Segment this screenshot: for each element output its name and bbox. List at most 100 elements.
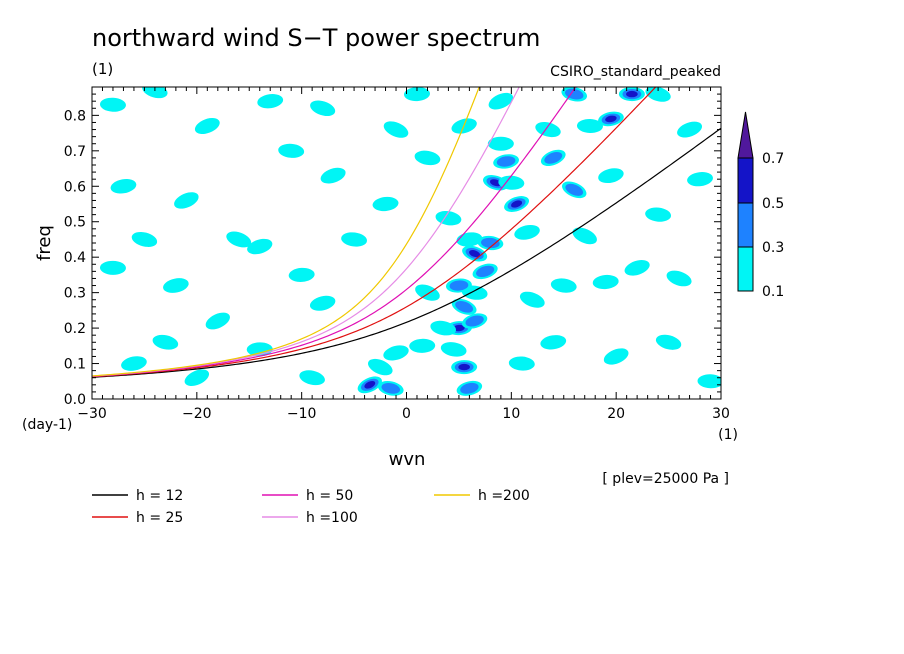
contour-blob (605, 115, 617, 123)
contour-blob (131, 231, 158, 247)
model-name: CSIRO_standard_peaked (550, 64, 721, 80)
contour-blob (496, 156, 516, 167)
contour-blob (576, 118, 603, 134)
y-tick-label: 0.7 (64, 144, 86, 160)
dispersion-curves (92, 87, 721, 378)
x-axis-label: wvn (389, 449, 426, 470)
contour-blob (465, 315, 484, 327)
contour-blob (565, 183, 584, 196)
contour-blob (288, 267, 315, 282)
contour-blob (565, 88, 584, 100)
contour-blob (544, 152, 563, 164)
contour-blob (257, 94, 284, 109)
contour-blob (481, 237, 500, 249)
contour-blob (440, 342, 467, 357)
colorbar-label: 0.5 (762, 196, 784, 212)
contour-blob (320, 167, 346, 184)
y-axis-ticks: 0.0 0.1 0.2 0.3 0.4 0.5 0.6 0.7 0.8 (64, 86, 721, 408)
contour-blob (540, 335, 567, 350)
contour-blob (364, 381, 376, 389)
colorbar-segment (737, 202, 754, 248)
x-tick-label: −30 (77, 406, 107, 422)
contour-blob (368, 358, 393, 376)
colorbar-label: 0.3 (762, 240, 784, 256)
x-tick-label: 0 (402, 406, 411, 422)
contour-blob (514, 224, 540, 240)
y-tick-label: 0.1 (64, 357, 86, 373)
colorbar: 0.1 0.3 0.5 0.7 (737, 111, 784, 300)
contour-blob (456, 232, 483, 247)
contour-blob (403, 87, 430, 102)
contour-blob (174, 192, 199, 209)
x-unit-label: (1) (718, 427, 738, 443)
x-tick-label: 10 (502, 406, 520, 422)
contour-blob (511, 200, 523, 208)
colorbar-label: 0.1 (762, 284, 784, 300)
x-axis-ticks: −30 −20 −10 0 10 20 30 (77, 87, 730, 422)
contour-blob (458, 363, 470, 371)
dispersion-curve (92, 87, 577, 377)
y-tick-label: 0.0 (64, 392, 86, 408)
dispersion-curve (92, 87, 480, 377)
contour-blob (299, 370, 325, 386)
y-axis-label: freq (34, 225, 55, 261)
y-tick-label: 0.3 (64, 286, 86, 302)
level-note: [ plev=25000 Pa ] (602, 471, 729, 487)
contour-blob (687, 172, 713, 187)
contour-blob (697, 374, 721, 389)
contour-blob (677, 121, 702, 138)
contour-blob (519, 291, 545, 308)
contour-blob (194, 117, 220, 135)
dispersion-curve (92, 127, 721, 378)
contour-blob (152, 334, 179, 350)
dispersion-curve (92, 87, 520, 377)
contour-blob (184, 369, 210, 387)
contour-blob (592, 274, 619, 290)
contour-blob (278, 143, 305, 158)
contour-blob (624, 260, 650, 276)
contour-blob (383, 121, 409, 138)
contour-blob (409, 338, 436, 353)
legend-label: h =100 (306, 510, 358, 526)
contour-blob (414, 150, 441, 166)
curve-legend: h = 12 h = 25 h = 50 h =100 h =200 (92, 488, 530, 526)
dispersion-curve (92, 87, 657, 378)
y-tick-label: 0.4 (64, 250, 86, 266)
contour-blob (415, 284, 440, 301)
contour-blob (163, 278, 189, 293)
contour-blob (626, 90, 638, 98)
contour-blob (598, 168, 624, 184)
spectrum-contours (99, 87, 721, 396)
contour-blob (498, 175, 525, 190)
contour-blob (110, 179, 137, 194)
contour-blob (449, 280, 469, 291)
contour-blob (372, 196, 399, 212)
y-tick-label: 0.6 (64, 179, 86, 195)
contour-blob (226, 231, 252, 248)
contour-blob (488, 92, 514, 110)
y-tick-label: 0.8 (64, 108, 86, 124)
colorbar-segment (737, 246, 754, 292)
contour-blob (205, 312, 230, 330)
y-tick-label: 0.5 (64, 215, 86, 231)
legend-label: h = 25 (136, 510, 183, 526)
y-unit-label: (day-1) (22, 417, 72, 433)
contour-blob (99, 260, 126, 275)
x-tick-label: −20 (182, 406, 212, 422)
contour-blob (603, 348, 629, 365)
contour-blob (469, 250, 481, 258)
contour-blob (550, 278, 577, 293)
x-tick-label: −10 (287, 406, 317, 422)
contour-blob (310, 100, 336, 117)
contour-blob (487, 136, 514, 151)
contour-blob (655, 334, 682, 350)
colorbar-segment (737, 157, 754, 204)
colorbar-arrow (737, 111, 754, 159)
legend-label: h = 50 (306, 488, 353, 504)
contour-blob (508, 356, 535, 371)
contour-blob (535, 121, 561, 138)
x-tick-label: 30 (712, 406, 730, 422)
y-tick-label: 0.2 (64, 321, 86, 337)
contour-blob (383, 345, 409, 361)
